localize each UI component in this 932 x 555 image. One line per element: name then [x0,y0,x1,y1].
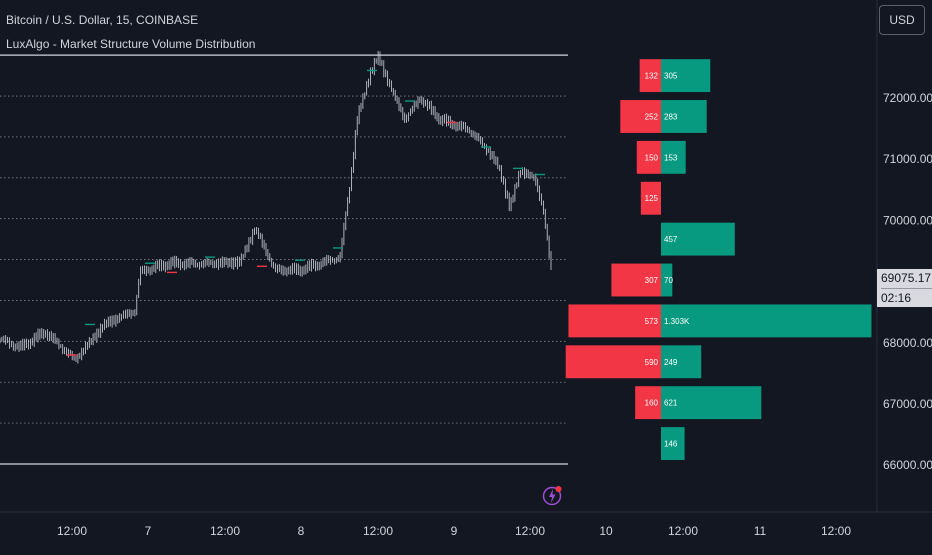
bull-volume-label: 457 [664,235,678,244]
bull-volume-label: 249 [664,358,678,367]
last-price-value: 69075.17 [881,271,932,285]
bar-countdown: 02:16 [881,288,932,308]
bull-volume-bar [661,59,711,93]
time-tick-label: 12:00 [821,524,851,538]
bull-volume-bar [661,427,685,460]
bear-volume-label: 573 [645,317,659,326]
indicator-title[interactable]: LuxAlgo - Market Structure Volume Distri… [6,37,256,51]
bull-volume-bar [661,263,673,297]
time-tick-label: 9 [451,524,458,538]
price-tick-label: 71000.00 [883,152,932,166]
bear-volume-label: 132 [645,72,659,81]
bear-volume-bar [611,263,661,297]
price-tick-label: 68000.00 [883,336,932,350]
bear-volume-bar [639,59,661,93]
bull-volume-label: 283 [664,112,678,121]
bear-volume-bar [565,345,661,379]
price-tick-label: 72000.00 [883,91,932,105]
bear-volume-bar [640,181,661,215]
bear-volume-bar [620,100,661,133]
bear-volume-label: 150 [645,153,659,162]
bull-volume-label: 146 [664,440,678,449]
symbol-title[interactable]: Bitcoin / U.S. Dollar, 15, COINBASE [6,13,199,27]
bull-volume-label: 153 [664,153,678,162]
bull-volume-bar [661,304,872,338]
bear-volume-label: 307 [645,276,659,285]
bear-volume-label: 590 [645,358,659,367]
time-tick-label: 8 [298,524,305,538]
bull-volume-label: 621 [664,399,678,408]
bull-volume-label: 1.303K [664,317,690,326]
currency-button[interactable]: USD [879,5,925,35]
time-tick-label: 10 [599,524,613,538]
time-tick-label: 7 [145,524,152,538]
price-tick-label: 70000.00 [883,213,932,227]
lightning-bolt-icon[interactable] [542,484,564,506]
time-tick-label: 11 [754,524,767,538]
time-tick-label: 12:00 [515,524,545,538]
time-tick-label: 12:00 [57,524,87,538]
bear-volume-bar [568,304,661,338]
price-tick-label: 66000.00 [883,458,932,472]
time-tick-label: 12:00 [668,524,698,538]
bear-volume-bar [636,140,661,174]
bull-volume-label: 70 [664,276,673,285]
bull-volume-bar [661,100,707,133]
bull-volume-bar [661,386,762,420]
time-tick-label: 12:00 [210,524,240,538]
bull-volume-bar [661,140,686,174]
bear-volume-bar [635,386,661,420]
bull-volume-bar [661,345,702,379]
price-tick-label: 67000.00 [883,397,932,411]
bull-volume-bar [661,222,735,256]
bear-volume-label: 252 [645,112,659,121]
bull-volume-label: 305 [664,72,678,81]
bear-volume-label: 125 [645,194,659,203]
time-tick-label: 12:00 [363,524,393,538]
last-price-tag: 69075.17 02:16 [877,269,932,307]
bear-volume-label: 160 [645,399,659,408]
